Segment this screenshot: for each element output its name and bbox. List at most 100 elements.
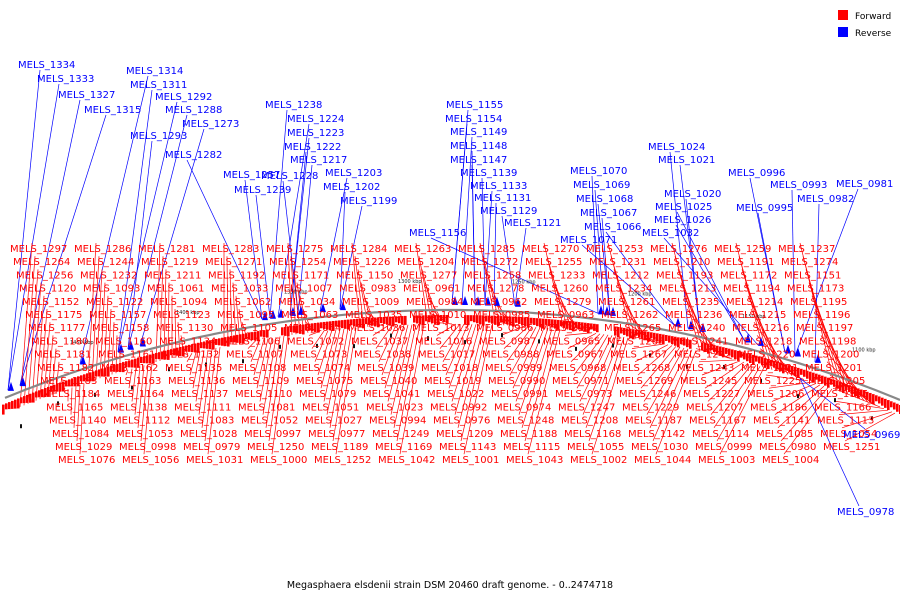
forward-gene-mark (113, 364, 116, 372)
label-leader (271, 335, 289, 455)
label-leader (605, 231, 676, 326)
forward-gene-mark (884, 398, 887, 408)
forward-gene-mark (314, 322, 317, 332)
forward-gene-mark (185, 345, 188, 352)
feature-mark (353, 344, 355, 349)
forward-gene-mark (200, 342, 203, 349)
label-leader (652, 349, 693, 442)
gene-label: MELS_1113 (817, 416, 874, 427)
label-leader (375, 325, 393, 349)
forward-gene-mark (518, 316, 521, 324)
gene-label: MELS_1265 (604, 323, 661, 334)
forward-gene-mark (746, 353, 749, 362)
gene-label: MELS_1203 (325, 168, 382, 179)
gene-label: MELS_1074 (293, 363, 350, 374)
reverse-gene-mark (462, 296, 468, 306)
feature-mark (797, 394, 799, 399)
forward-gene-mark (266, 329, 269, 338)
forward-gene-mark (590, 323, 593, 330)
forward-gene-mark (575, 321, 578, 328)
forward-gene-mark (137, 357, 140, 368)
label-leader (293, 269, 301, 334)
forward-gene-mark (584, 322, 587, 332)
gene-label: MELS_0967 (546, 350, 603, 361)
forward-gene-mark (818, 374, 821, 382)
forward-gene-mark (533, 317, 536, 325)
forward-gene-mark (896, 403, 899, 412)
label-leader (481, 177, 486, 305)
label-leader (229, 269, 233, 345)
forward-gene-mark (680, 337, 683, 344)
forward-gene-mark (281, 327, 284, 336)
label-leader (814, 203, 820, 363)
forward-gene-mark (803, 369, 806, 377)
forward-gene-mark (14, 399, 17, 409)
gene-label: MELS_1219 (141, 257, 198, 268)
gene-label: MELS_1221 (741, 363, 798, 374)
gene-label: MELS_1252 (314, 455, 371, 466)
feature-mark (501, 333, 503, 338)
forward-gene-mark (797, 367, 800, 378)
forward-gene-mark (98, 369, 101, 377)
gene-label: MELS_1129 (480, 206, 537, 217)
forward-gene-mark (356, 318, 359, 327)
gene-label: MELS_1157 (89, 310, 146, 321)
forward-gene-mark (644, 331, 647, 341)
forward-gene-mark (650, 332, 653, 339)
forward-gene-mark (56, 383, 59, 392)
gene-label: MELS_1222 (284, 142, 341, 153)
forward-gene-mark (323, 321, 326, 329)
gene-labels: MELS_1334 MELS_1333 MELS_1327 MELS_1315 MELS… (10, 60, 900, 518)
gene-label: MELS_0979 (183, 442, 240, 453)
label-leader (719, 367, 765, 455)
feature-mark (575, 346, 577, 351)
forward-gene-mark (362, 318, 365, 329)
gene-label: MELS_1001 (442, 455, 499, 466)
gene-label: MELS_1173 (787, 284, 844, 295)
gene-label: MELS_1114 (692, 429, 749, 440)
gene-label: MELS_1084 (52, 429, 109, 440)
gene-label: MELS_1162 (101, 363, 158, 374)
gene-label: MELS_1237 (778, 244, 835, 255)
label-leader (204, 347, 217, 442)
label-leader (451, 123, 468, 305)
forward-gene-mark (473, 315, 476, 323)
forward-gene-mark (833, 379, 836, 387)
gene-label: MELS_1156 (409, 228, 466, 239)
forward-gene-mark (758, 356, 761, 364)
gene-label: MELS_1151 (784, 270, 841, 281)
gene-label: MELS_1180 (31, 336, 88, 347)
label-leader (512, 327, 541, 389)
reverse-gene-mark (688, 320, 694, 330)
feature-mark (168, 367, 170, 372)
gene-label: MELS_1268 (613, 363, 670, 374)
gene-label: MELS_1262 (601, 310, 658, 321)
forward-gene-mark (632, 329, 635, 340)
label-leader (384, 324, 405, 389)
forward-gene-mark (740, 351, 743, 358)
gene-label: MELS_1161 (98, 350, 155, 361)
forward-gene-mark (392, 316, 395, 327)
label-leader (396, 324, 421, 442)
forward-gene-mark (41, 389, 44, 398)
gene-label: MELS_1285 (458, 244, 515, 255)
gene-label: MELS_1071 (560, 235, 617, 246)
label-leader (710, 363, 753, 415)
gene-label: MELS_1257 (223, 170, 280, 181)
forward-gene-mark (344, 319, 347, 329)
forward-gene-mark (488, 315, 491, 323)
forward-gene-mark (794, 366, 797, 376)
label-leader (79, 383, 85, 455)
label-leader (332, 328, 353, 442)
label-leader (262, 337, 277, 415)
gene-label: MELS_1095 (217, 310, 274, 321)
forward-gene-mark (380, 317, 383, 324)
forward-gene-mark (419, 315, 422, 325)
kbp-tick-label: 1400 kbp (176, 310, 200, 316)
label-leader (457, 324, 485, 428)
gene-label: MELS_1292 (155, 92, 212, 103)
forward-gene-mark (446, 315, 449, 324)
forward-gene-mark (830, 378, 833, 385)
label-leader (704, 361, 745, 389)
forward-gene-mark (287, 326, 290, 337)
